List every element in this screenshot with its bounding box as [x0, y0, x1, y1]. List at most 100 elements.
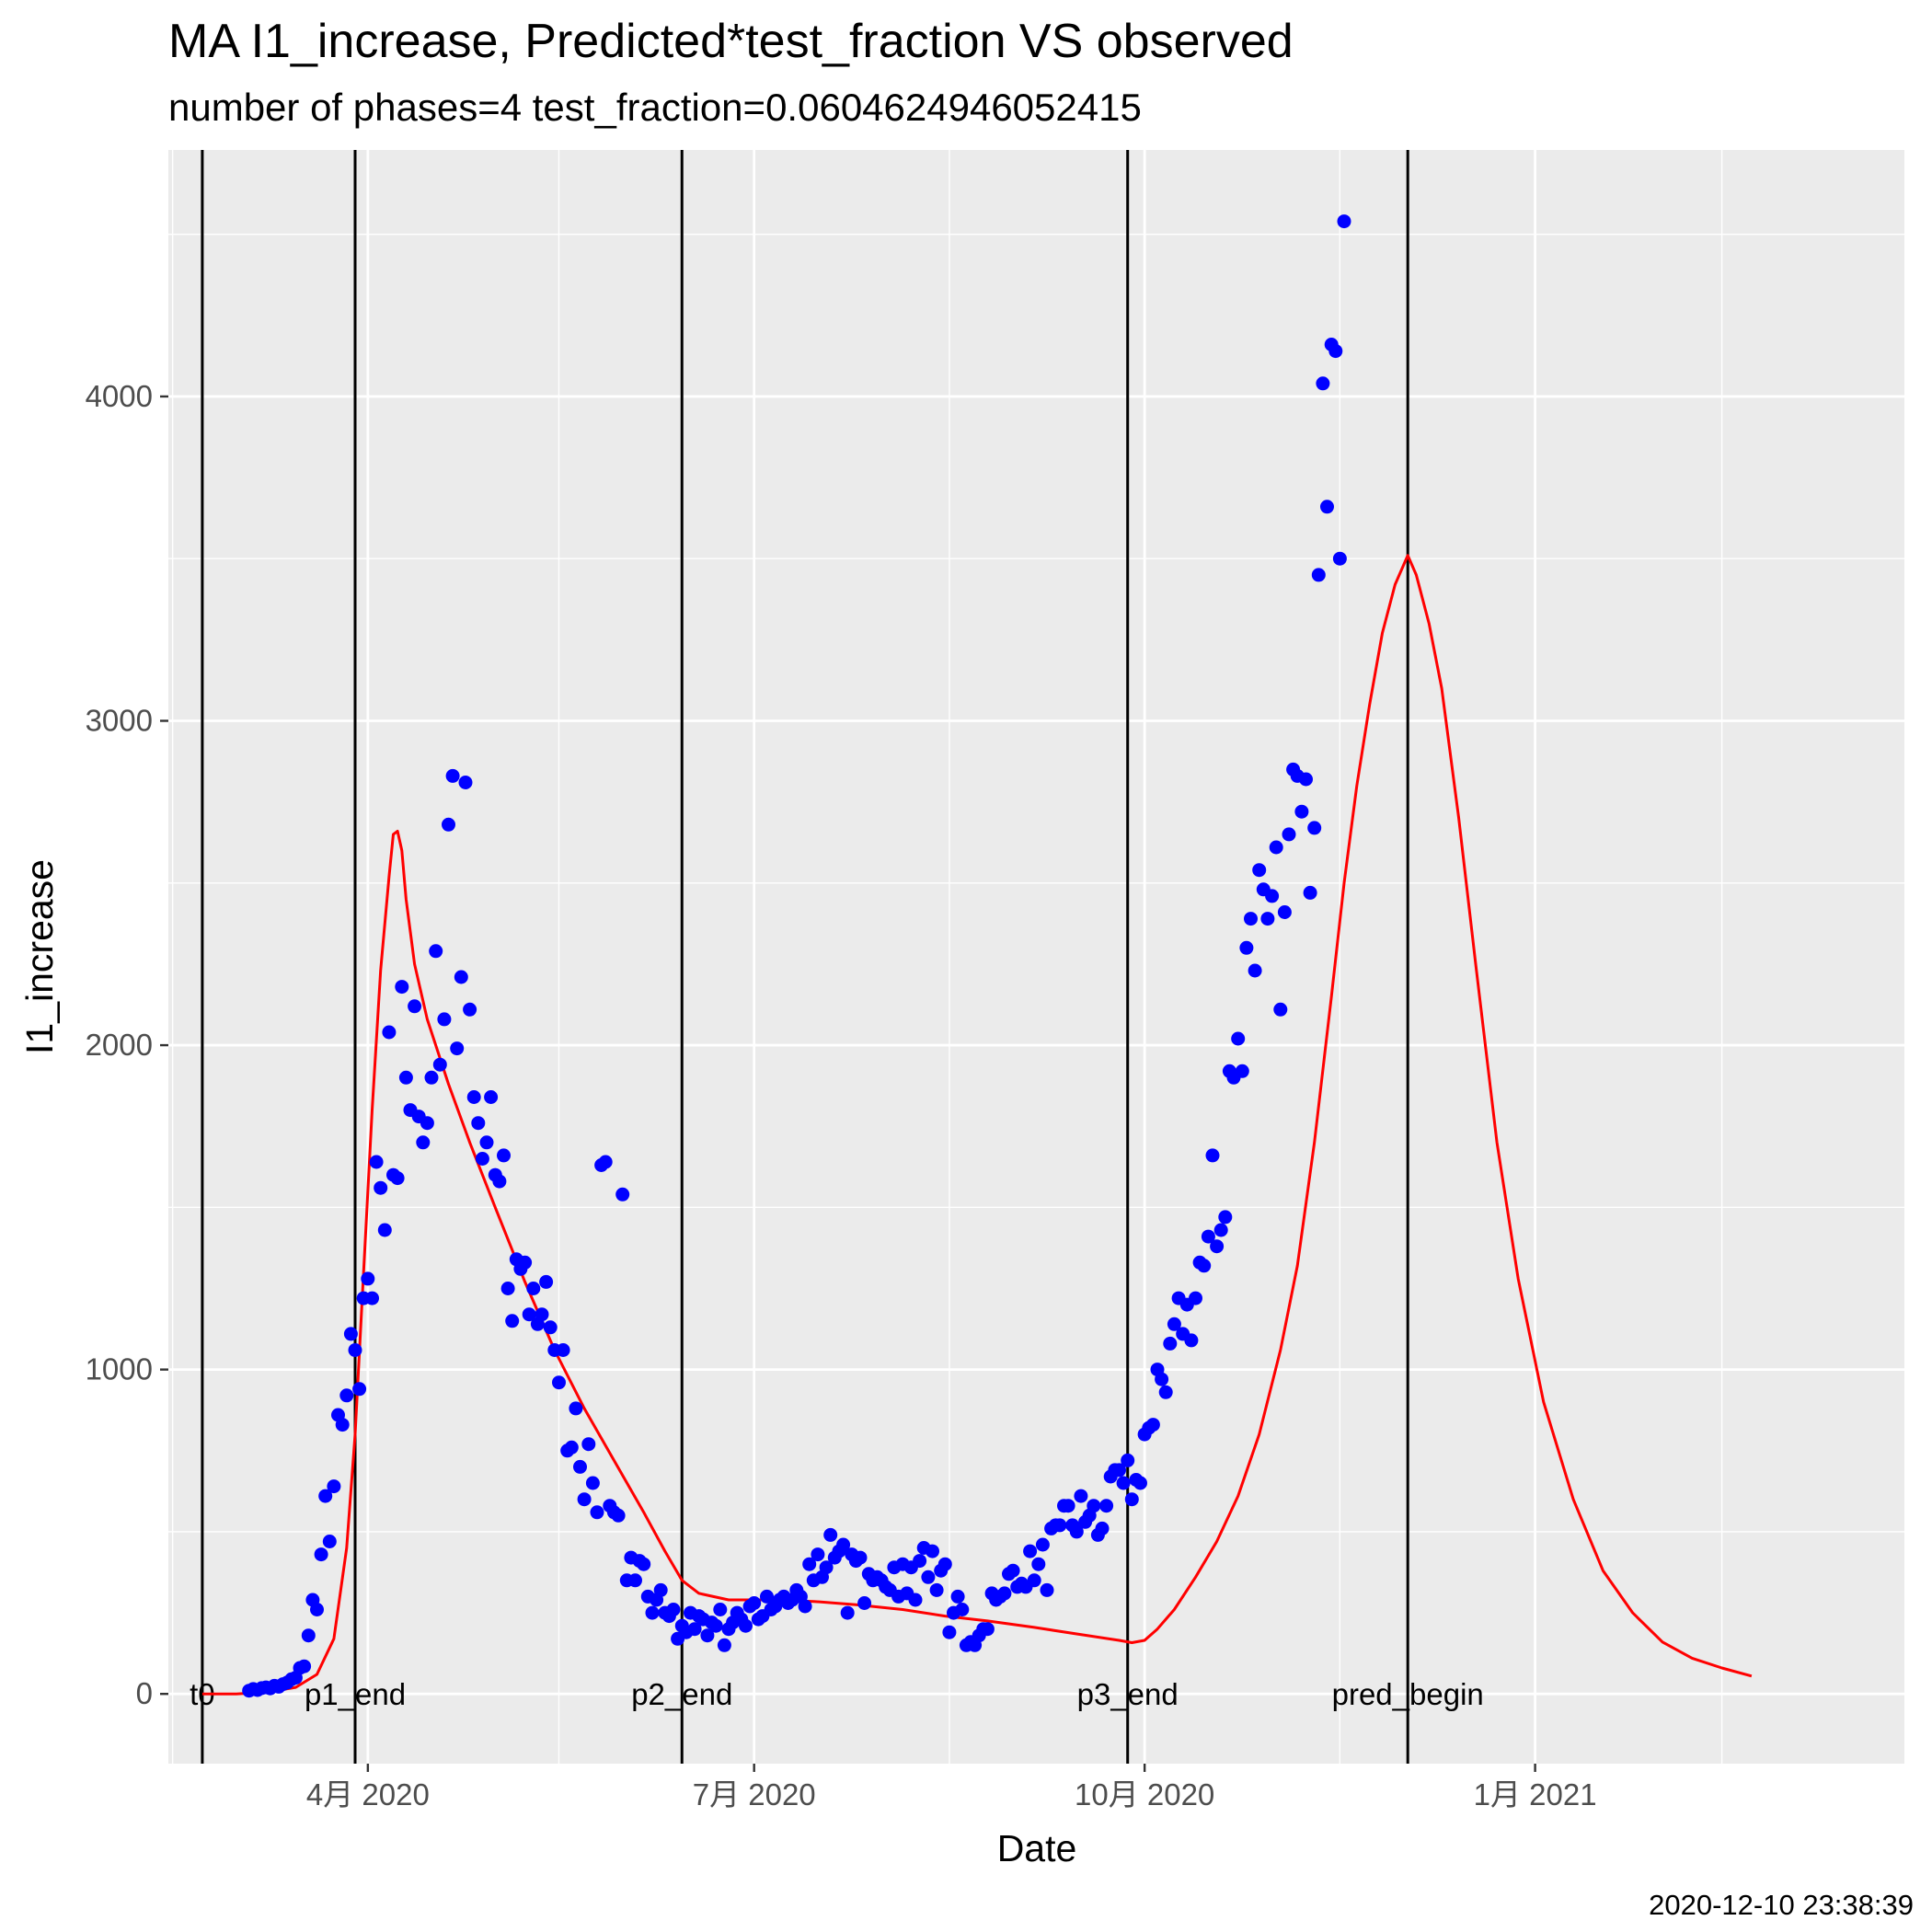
observed-point: [458, 776, 473, 789]
phase-line-label: p1_end: [305, 1677, 406, 1711]
observed-point: [708, 1618, 723, 1633]
observed-point: [1311, 568, 1326, 582]
observed-point: [1218, 1210, 1233, 1225]
observed-point: [318, 1489, 333, 1503]
observed-point: [1133, 1476, 1147, 1490]
observed-point: [310, 1603, 324, 1616]
observed-point: [840, 1605, 855, 1620]
observed-point: [327, 1479, 341, 1494]
minor-gridlines: [168, 150, 1904, 1764]
phase-line-label: pred_begin: [1332, 1677, 1484, 1711]
observed-point: [1145, 1418, 1160, 1432]
observed-point: [377, 1223, 392, 1237]
observed-point: [1040, 1582, 1054, 1597]
observed-point: [492, 1174, 507, 1189]
observed-point: [416, 1135, 431, 1150]
timestamp-caption: 2020-12-10 23:38:39: [1649, 1889, 1914, 1921]
observed-point: [590, 1505, 604, 1520]
observed-point: [374, 1180, 388, 1195]
observed-point: [760, 1589, 774, 1604]
observed-point: [1248, 963, 1262, 978]
observed-point: [1213, 1223, 1228, 1237]
observed-point: [1307, 821, 1322, 835]
observed-point: [471, 1116, 486, 1131]
observed-point: [432, 1057, 447, 1072]
observed-point: [424, 1070, 439, 1085]
observed-point: [1074, 1489, 1088, 1503]
observed-point: [1260, 912, 1275, 926]
observed-point: [857, 1596, 872, 1610]
observed-point: [581, 1437, 596, 1452]
observed-point: [522, 1307, 536, 1322]
observed-point: [437, 1012, 452, 1027]
observed-point: [1006, 1563, 1020, 1578]
observed-point: [937, 1557, 952, 1571]
observed-point: [569, 1401, 583, 1416]
chart-title: MA I1_increase, Predicted*test_fraction …: [168, 15, 1294, 68]
observed-point: [1277, 905, 1292, 919]
observed-point: [343, 1327, 358, 1341]
observed-point: [942, 1625, 957, 1639]
observed-point: [819, 1560, 834, 1575]
observed-point: [348, 1343, 362, 1357]
observed-point: [585, 1476, 600, 1490]
observed-point: [518, 1255, 533, 1270]
observed-point: [382, 1025, 397, 1040]
observed-point: [823, 1527, 838, 1542]
observed-point: [1124, 1492, 1139, 1507]
observed-point: [717, 1638, 731, 1652]
observed-point: [552, 1375, 566, 1390]
observed-point: [361, 1271, 375, 1286]
observed-point: [611, 1508, 626, 1523]
y-axis-title: I1_increase: [18, 859, 61, 1054]
observed-point: [713, 1603, 728, 1616]
observed-point: [445, 768, 460, 783]
x-axis-title: Date: [997, 1827, 1077, 1869]
observed-point: [1294, 804, 1309, 819]
observed-point: [1303, 885, 1317, 900]
observed-point: [1269, 840, 1283, 855]
observed-point: [836, 1537, 851, 1552]
observed-point: [853, 1550, 868, 1565]
observed-point: [1201, 1229, 1215, 1244]
observed-point: [535, 1307, 549, 1322]
observed-point: [1197, 1259, 1212, 1273]
plot-panel: [168, 150, 1904, 1764]
observed-point: [339, 1388, 354, 1403]
observed-point: [297, 1659, 312, 1673]
observed-point: [1282, 827, 1296, 842]
observed-point: [1069, 1524, 1084, 1539]
observed-point: [1121, 1453, 1135, 1467]
x-tick-label: 7月 2020: [693, 1777, 816, 1811]
observed-point: [484, 1090, 499, 1104]
y-tick-label: 1000: [86, 1352, 153, 1386]
observed-point: [505, 1314, 520, 1328]
y-tick-label: 0: [136, 1676, 153, 1710]
y-tick-label: 2000: [86, 1028, 153, 1062]
observed-point: [921, 1570, 936, 1584]
phase-line-label: p2_end: [631, 1677, 732, 1711]
observed-point: [454, 970, 468, 984]
observed-point: [747, 1596, 762, 1610]
observed-point: [1231, 1031, 1246, 1046]
observed-point: [450, 1041, 465, 1056]
observed-point: [653, 1582, 668, 1597]
observed-point: [463, 1002, 477, 1017]
observed-point: [1189, 1291, 1202, 1305]
observed-point: [1320, 500, 1334, 514]
predicted-series: [201, 554, 1753, 1696]
observed-point: [1337, 214, 1351, 229]
observed-point: [1273, 1002, 1288, 1017]
observed-point: [811, 1547, 825, 1562]
observed-point: [1035, 1537, 1050, 1552]
observed-point: [1252, 863, 1267, 878]
observed-point: [1205, 1148, 1220, 1163]
observed-point: [950, 1589, 965, 1604]
observed-point: [314, 1547, 328, 1562]
observed-point: [526, 1282, 541, 1295]
observed-point: [352, 1382, 367, 1397]
predicted-line: [201, 554, 1753, 1696]
observed-point: [1099, 1499, 1114, 1513]
observed-point: [497, 1148, 511, 1163]
